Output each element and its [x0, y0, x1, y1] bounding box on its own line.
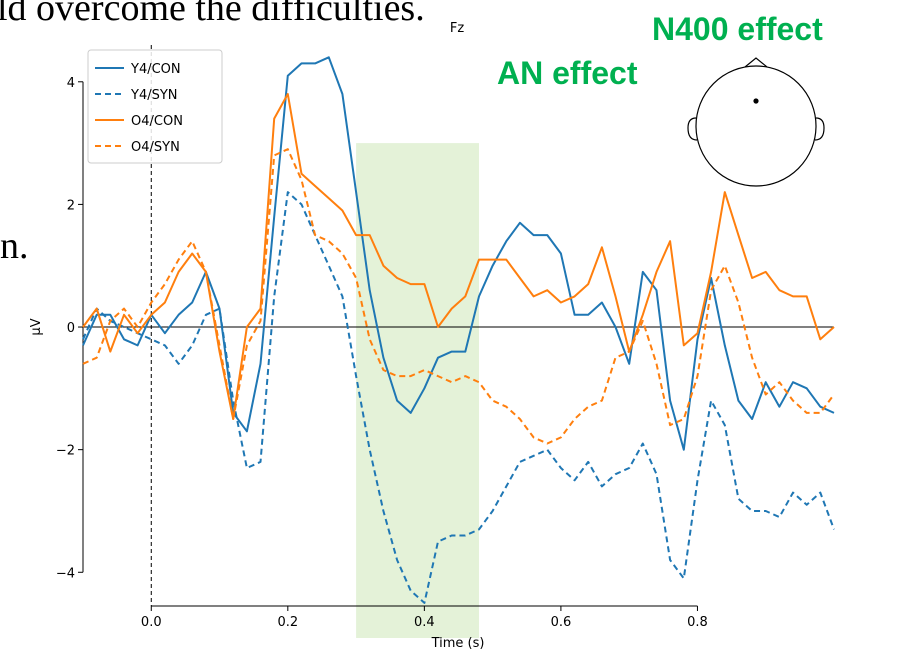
series-line: [82, 148, 835, 445]
y-tick-label: 2: [67, 198, 75, 213]
series-line: [82, 191, 835, 604]
y-tick-label: 0: [67, 321, 75, 336]
x-tick-label: 0.4: [414, 615, 435, 630]
chart-title: Fz: [450, 21, 464, 36]
series-line: [82, 56, 835, 451]
y-axis-label: µV: [29, 318, 44, 335]
x-tick-label: 0.2: [277, 615, 298, 630]
x-axis-label: Time (s): [431, 636, 485, 651]
head-icon: [687, 57, 825, 187]
y-tick-label: −2: [56, 444, 75, 459]
legend-box: [87, 49, 223, 164]
shaded-region: [356, 143, 479, 638]
annotation: N400 effect: [652, 11, 823, 47]
x-tick-label: 0.8: [687, 615, 708, 630]
slide-text: n.: [0, 225, 29, 267]
x-tick-label: 0.0: [141, 615, 162, 630]
y-tick-label: 4: [67, 76, 75, 91]
x-tick-label: 0.6: [551, 615, 572, 630]
slide-text: uld overcome the difficulties.: [0, 0, 425, 29]
annotation: AN effect: [497, 55, 638, 91]
legend: Y4/CON Y4/SYN O4/CON O4/SYN: [87, 49, 223, 164]
legend-label: Y4/CON: [130, 62, 181, 77]
legend-label: O4/CON: [131, 114, 183, 129]
legend-label: Y4/SYN: [130, 88, 178, 103]
plot-area: 0.0 0.2 0.4 0.6 0.8 −4 −2 0 2 4: [56, 45, 835, 638]
legend-label: O4/SYN: [131, 140, 180, 155]
y-tick-label: −4: [56, 566, 75, 581]
